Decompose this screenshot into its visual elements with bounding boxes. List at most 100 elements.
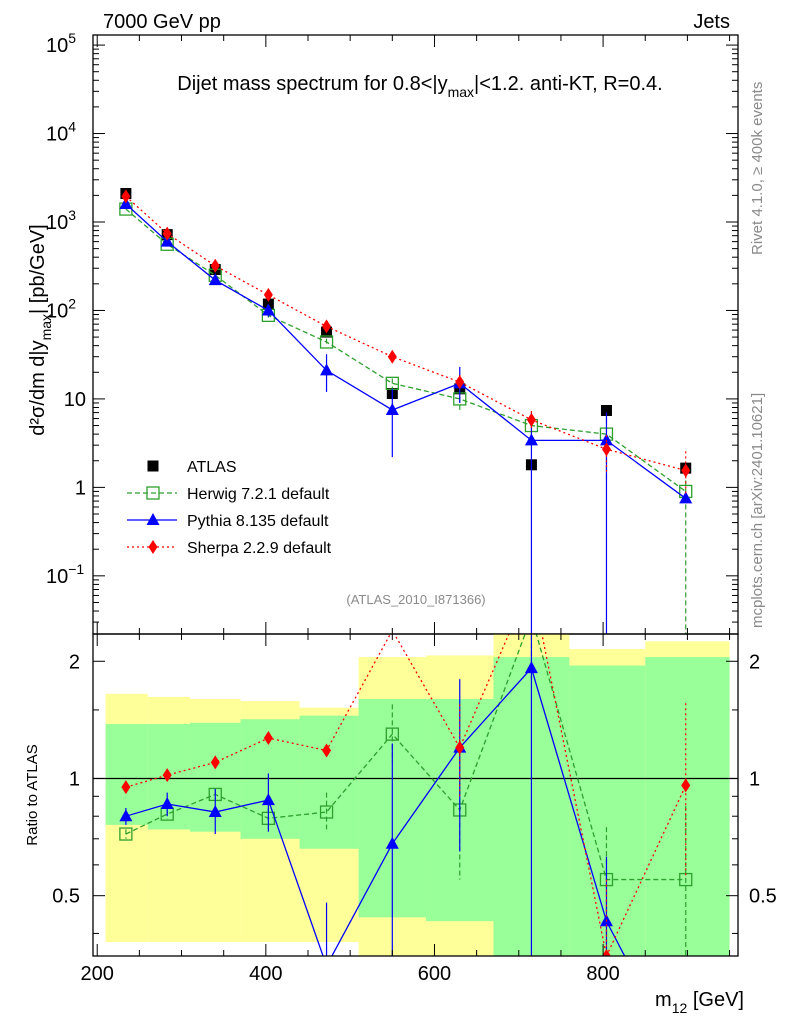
ratio-marker-sherpa bbox=[681, 778, 691, 793]
main-y-tick-label: 10 bbox=[64, 389, 86, 411]
tick-exponent: 5 bbox=[68, 30, 76, 46]
x-tick-label: 800 bbox=[586, 963, 619, 985]
main-y-tick-label: 105 bbox=[46, 30, 76, 57]
legend-label: Herwig 7.2.1 default bbox=[187, 486, 330, 503]
marker-sherpa bbox=[210, 258, 220, 273]
marker-sherpa bbox=[263, 287, 273, 302]
ratio-marker-sherpa bbox=[210, 755, 220, 770]
ratio-marker-pythia bbox=[385, 836, 399, 849]
ratio-band-inner-0 bbox=[105, 724, 148, 825]
marker-pythia bbox=[679, 491, 693, 504]
main-y-tick-label: 1 bbox=[75, 477, 86, 499]
ratio-y-tick-label-right: 0.5 bbox=[749, 886, 777, 908]
series-line-herwig bbox=[125, 208, 687, 492]
legend-marker bbox=[146, 513, 160, 525]
x-tick-label: 600 bbox=[418, 963, 451, 985]
legend-label: Sherpa 2.2.9 default bbox=[187, 540, 332, 557]
marker-pythia bbox=[599, 433, 613, 446]
rivet-label: Rivet 4.1.0, ≥ 400k events bbox=[749, 82, 766, 255]
ratio-panel: 0.5 0.5 1 1 2 2 200 400 600 800 Ratio to ATLAS m1… bbox=[24, 633, 777, 1016]
legend-marker bbox=[148, 540, 158, 554]
x-tick-label: 200 bbox=[81, 963, 114, 985]
ratio-marker-pythia bbox=[119, 809, 133, 822]
marker-pythia bbox=[320, 363, 334, 376]
legend-marker bbox=[146, 486, 160, 500]
ratio-marker-sherpa bbox=[322, 743, 332, 758]
ratio-frame bbox=[92, 633, 739, 957]
marker-sherpa bbox=[322, 319, 332, 334]
marker-sherpa bbox=[601, 442, 611, 457]
series-sherpa bbox=[121, 189, 691, 494]
ratio-line-herwig bbox=[125, 634, 686, 881]
marker-pythia bbox=[160, 234, 174, 247]
legend-entry-sherpa: Sherpa 2.2.9 default bbox=[127, 540, 332, 557]
ratio-marker-pythia bbox=[160, 796, 174, 809]
ratio-marker-sherpa bbox=[263, 731, 273, 746]
main-plot-content bbox=[119, 187, 693, 634]
ratio-marker-pythia bbox=[524, 661, 538, 674]
ratio-marker-sherpa bbox=[121, 780, 131, 795]
ratio-marker-sherpa bbox=[162, 768, 172, 783]
ratio-axes: 0.5 0.5 1 1 2 2 200 400 600 800 bbox=[52, 634, 777, 985]
marker-herwig bbox=[319, 335, 334, 349]
marker-sherpa bbox=[681, 463, 691, 478]
main-y-tick-label: 10−1 bbox=[46, 561, 84, 588]
mcplots-label: mcplots.cern.ch [arXiv:2401.10621] bbox=[749, 393, 766, 628]
ratio-plot-content bbox=[93, 634, 738, 956]
series-atlas bbox=[120, 187, 692, 474]
ratio-marker-sherpa bbox=[455, 740, 465, 755]
ratio-y-tick-label: 2 bbox=[69, 651, 80, 673]
ratio-y-tick-label-right: 1 bbox=[749, 768, 760, 790]
marker-pythia bbox=[385, 402, 399, 415]
legend-label: ATLAS bbox=[187, 459, 237, 476]
marker-sherpa bbox=[162, 226, 172, 241]
legend-label: Pythia 8.135 default bbox=[187, 513, 329, 530]
marker-sherpa bbox=[526, 412, 536, 427]
series-line-pythia bbox=[125, 203, 687, 499]
ratio-y-tick-label: 0.5 bbox=[52, 886, 80, 908]
ratio-band-inner-8 bbox=[569, 665, 646, 956]
marker-atlas bbox=[600, 404, 612, 416]
header-right: Jets bbox=[693, 11, 730, 33]
ratio-band-inner-4 bbox=[299, 715, 359, 849]
ratio-y-axis-label: Ratio to ATLAS bbox=[24, 744, 41, 845]
main-title: Dijet mass spectrum for 0.8<|ymax|<1.2. … bbox=[177, 73, 662, 100]
series-line-sherpa bbox=[125, 195, 686, 472]
ratio-line-pythia bbox=[125, 666, 626, 956]
ratio-y-tick-label-right: 2 bbox=[749, 651, 760, 673]
marker-sherpa bbox=[387, 349, 397, 364]
x-tick-label: 400 bbox=[249, 963, 282, 985]
legend-marker bbox=[147, 460, 159, 472]
ratio-marker-herwig bbox=[319, 805, 334, 819]
ratio-band-inner-9 bbox=[645, 657, 730, 956]
tick-exponent: 4 bbox=[68, 119, 76, 135]
marker-pythia bbox=[208, 273, 222, 286]
tick-exponent: 3 bbox=[68, 207, 76, 223]
ratio-series-sherpa bbox=[121, 634, 691, 956]
ratio-marker-sherpa bbox=[601, 949, 611, 956]
main-y-axis-label: d²σ/dm d|ymax| [pb/GeV] bbox=[27, 224, 54, 435]
ratio-marker-pythia bbox=[261, 793, 275, 806]
ratio-marker-herwig bbox=[119, 827, 133, 841]
ratio-marker-pythia bbox=[208, 805, 222, 818]
marker-pythia bbox=[524, 433, 538, 446]
legend-entry-herwig: Herwig 7.2.1 default bbox=[127, 486, 330, 503]
ratio-marker-herwig bbox=[385, 727, 399, 741]
marker-sherpa bbox=[455, 375, 465, 390]
marker-pythia bbox=[261, 303, 275, 316]
tick-exponent: 2 bbox=[68, 295, 76, 311]
legend-entry-atlas: ATLAS bbox=[147, 459, 237, 476]
tick-exponent: −1 bbox=[68, 561, 84, 577]
main-y-tick-label: 104 bbox=[46, 119, 76, 146]
header-left: 7000 GeV pp bbox=[103, 11, 221, 33]
legend-entry-pythia: Pythia 8.135 default bbox=[127, 513, 329, 530]
main-y-tick-label: 103 bbox=[46, 207, 76, 234]
marker-sherpa bbox=[121, 189, 131, 204]
ratio-y-tick-label: 1 bbox=[69, 768, 80, 790]
x-axis-label: m12 [GeV] bbox=[655, 989, 744, 1016]
analysis-id: (ATLAS_2010_I871366) bbox=[346, 592, 485, 607]
legend: ATLAS Herwig 7.2.1 default Pythia 8.135 de… bbox=[127, 459, 332, 557]
